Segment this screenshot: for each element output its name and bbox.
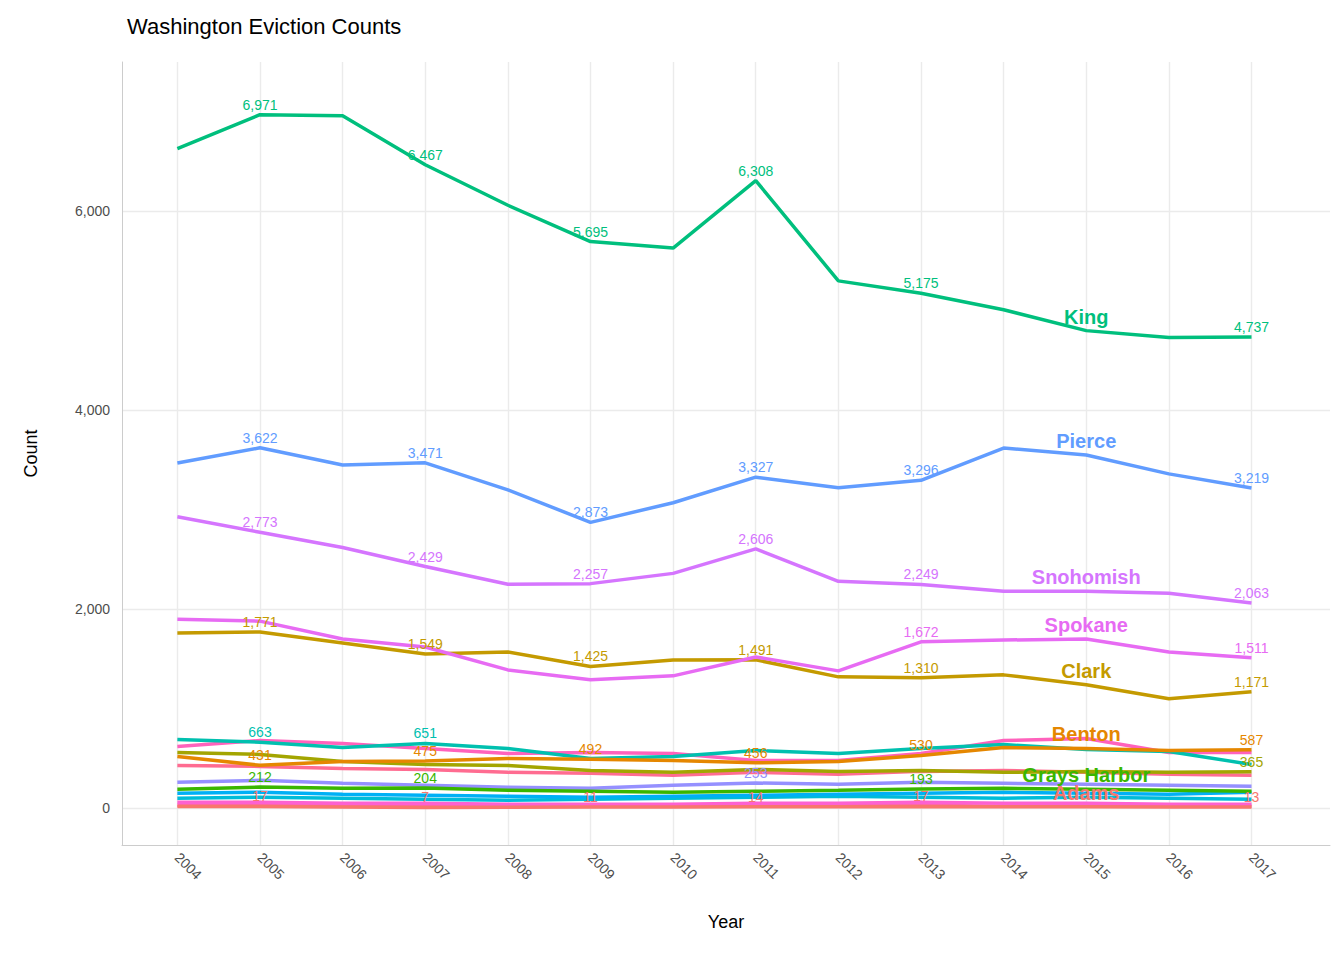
svg-text:2013: 2013 <box>915 849 948 882</box>
svg-text:2016: 2016 <box>1163 849 1196 882</box>
svg-text:2006: 2006 <box>337 849 370 882</box>
svg-text:Benton: Benton <box>1052 723 1121 745</box>
svg-text:2004: 2004 <box>172 849 205 882</box>
svg-text:492: 492 <box>579 741 603 757</box>
svg-text:Grays Harbor: Grays Harbor <box>1022 764 1150 786</box>
svg-text:2011: 2011 <box>750 849 783 882</box>
svg-text:3,622: 3,622 <box>242 430 277 446</box>
svg-text:1,425: 1,425 <box>573 648 608 664</box>
svg-text:2014: 2014 <box>998 849 1031 882</box>
svg-text:365: 365 <box>1240 754 1264 770</box>
svg-text:13: 13 <box>1244 789 1260 805</box>
svg-text:651: 651 <box>414 725 438 741</box>
svg-text:1,549: 1,549 <box>408 636 443 652</box>
svg-text:Clark: Clark <box>1061 660 1112 682</box>
svg-text:2012: 2012 <box>833 849 866 882</box>
svg-text:Adams: Adams <box>1052 781 1120 804</box>
svg-text:1,171: 1,171 <box>1234 674 1269 690</box>
svg-text:King: King <box>1064 306 1108 328</box>
svg-text:14: 14 <box>748 789 764 805</box>
svg-text:1,771: 1,771 <box>242 614 277 630</box>
svg-text:5,175: 5,175 <box>903 275 938 291</box>
svg-text:2008: 2008 <box>502 849 535 882</box>
svg-text:2010: 2010 <box>667 849 700 882</box>
svg-text:3,471: 3,471 <box>408 445 443 461</box>
svg-text:1,511: 1,511 <box>1235 640 1269 656</box>
svg-text:Washington Eviction Counts: Washington Eviction Counts <box>127 14 401 39</box>
svg-text:1,491: 1,491 <box>738 642 773 658</box>
svg-text:456: 456 <box>744 745 768 761</box>
svg-text:6,308: 6,308 <box>738 163 773 179</box>
svg-text:2017: 2017 <box>1246 849 1279 882</box>
svg-text:204: 204 <box>414 770 438 786</box>
svg-text:2,773: 2,773 <box>242 514 277 530</box>
svg-text:1,672: 1,672 <box>903 624 938 640</box>
svg-text:2009: 2009 <box>585 849 618 882</box>
svg-text:1,310: 1,310 <box>903 660 938 676</box>
svg-text:Pierce: Pierce <box>1056 430 1116 452</box>
svg-text:587: 587 <box>1240 732 1264 748</box>
svg-text:3,219: 3,219 <box>1234 470 1269 486</box>
svg-text:193: 193 <box>909 771 933 787</box>
svg-text:475: 475 <box>414 743 438 759</box>
svg-text:212: 212 <box>248 769 272 785</box>
svg-text:2,606: 2,606 <box>738 531 773 547</box>
svg-text:17: 17 <box>252 788 268 804</box>
svg-text:2,257: 2,257 <box>573 566 608 582</box>
svg-text:17: 17 <box>913 788 929 804</box>
svg-text:2007: 2007 <box>420 849 453 882</box>
svg-text:2,429: 2,429 <box>408 549 443 565</box>
svg-text:431: 431 <box>248 747 272 763</box>
svg-text:2,063: 2,063 <box>1234 585 1269 601</box>
svg-text:4,000: 4,000 <box>75 402 110 418</box>
svg-text:2015: 2015 <box>1081 849 1114 882</box>
svg-text:11: 11 <box>583 789 598 805</box>
svg-text:Year: Year <box>708 912 744 932</box>
svg-text:530: 530 <box>909 737 933 753</box>
svg-text:Spokane: Spokane <box>1045 614 1128 636</box>
svg-text:663: 663 <box>248 724 272 740</box>
svg-text:6,000: 6,000 <box>75 203 110 219</box>
svg-text:3,296: 3,296 <box>903 462 938 478</box>
svg-text:2,000: 2,000 <box>75 601 110 617</box>
svg-text:2,873: 2,873 <box>573 504 608 520</box>
svg-text:7: 7 <box>421 789 429 805</box>
svg-text:6,467: 6,467 <box>408 147 443 163</box>
svg-text:3,327: 3,327 <box>738 459 773 475</box>
svg-text:253: 253 <box>744 765 768 781</box>
svg-text:4,737: 4,737 <box>1234 319 1269 335</box>
svg-text:Count: Count <box>21 429 41 477</box>
svg-text:0: 0 <box>102 800 110 816</box>
svg-text:Snohomish: Snohomish <box>1032 566 1141 588</box>
svg-text:2,249: 2,249 <box>903 566 938 582</box>
svg-text:6,971: 6,971 <box>242 97 277 113</box>
svg-text:2005: 2005 <box>254 849 287 882</box>
svg-text:5,695: 5,695 <box>573 224 608 240</box>
